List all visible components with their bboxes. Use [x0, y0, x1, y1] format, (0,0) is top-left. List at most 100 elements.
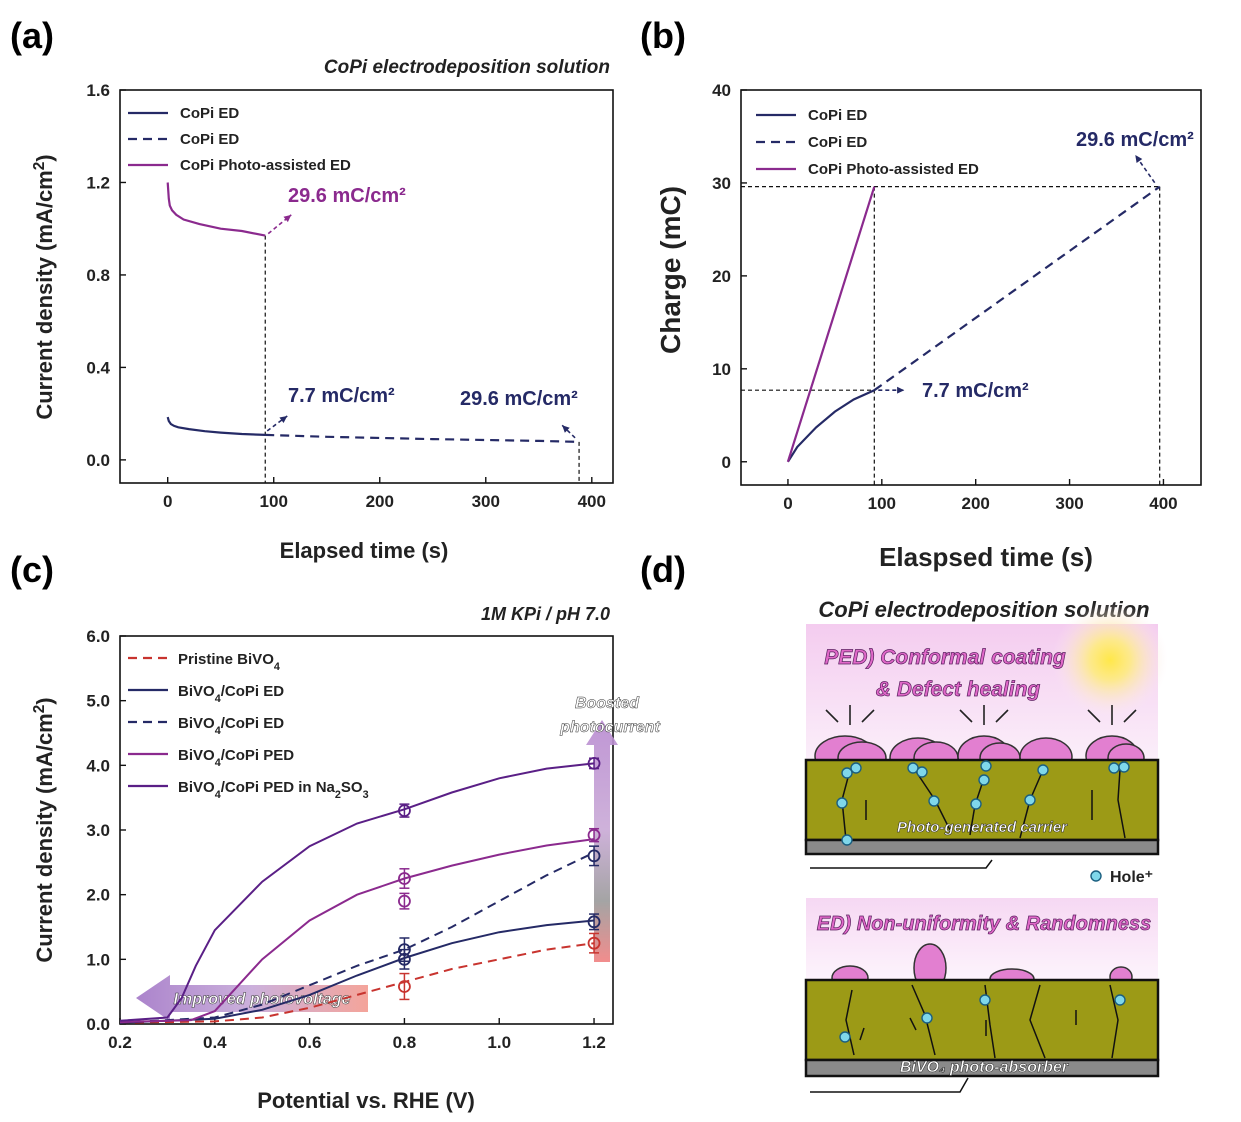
improved-photovoltage-arrow	[136, 975, 368, 1021]
data-marker	[398, 872, 411, 885]
holes-top	[836, 760, 1130, 846]
data-marker	[587, 849, 601, 863]
series-line	[166, 182, 266, 237]
series-line	[786, 389, 875, 463]
y-tick-label: 0.0	[86, 1015, 110, 1034]
y-tick-label: 5.0	[86, 692, 110, 711]
annotation-text: 29.6 mC/cm²	[460, 388, 578, 410]
y-tick-label: 40	[712, 81, 731, 100]
boosted-photocurrent-arrow	[586, 720, 618, 962]
chart-b: 0 100 200 300 400 0 10 20 30 40 Elaspsed time (s) C…	[655, 81, 1202, 572]
legend-label: BiVO4/CoPi PED	[178, 747, 294, 769]
y-tick-label: 6.0	[86, 627, 110, 646]
chart-c-title: 1M KPi / pH 7.0	[481, 604, 610, 624]
y-tick-label: 4.0	[86, 756, 110, 775]
x-tick-label: 0	[163, 492, 172, 511]
annotation-text: 7.7 mC/cm²	[288, 385, 395, 407]
data-marker	[587, 936, 601, 950]
panel-label-d: (d)	[640, 549, 686, 590]
legend-label: BiVO4/CoPi ED	[178, 715, 284, 737]
legend-label: CoPi Photo-assisted ED	[180, 157, 351, 174]
y-tick-label: 1.2	[86, 173, 110, 192]
ed-background	[806, 898, 1158, 980]
x-axis-title: Elaspsed time (s)	[879, 542, 1093, 572]
y-tick-label: 3.0	[86, 821, 110, 840]
x-tick-label: 1.0	[487, 1033, 511, 1052]
x-tick-label: 400	[578, 492, 606, 511]
x-tick-label: 100	[868, 494, 896, 513]
data-marker	[398, 804, 411, 817]
carrier-label: Photo-generated carrier	[897, 819, 1068, 836]
panel-label-b: (b)	[640, 15, 686, 56]
series-line	[873, 185, 1161, 392]
substrate-bottom	[804, 1058, 1160, 1078]
x-tick-label: 0.8	[393, 1033, 417, 1052]
chart-a: 0 100 200 300 400 0.0 0.4 0.8 1.2 1.6 CoPi electro…	[31, 57, 614, 563]
legend-label: CoPi ED	[808, 107, 867, 124]
y-tick-label: 10	[712, 360, 731, 379]
data-marker	[587, 828, 601, 842]
annotation-arrowhead	[897, 386, 905, 394]
photocurrent-label: photocurrent	[559, 719, 660, 736]
x-tick-label: 0.4	[203, 1033, 227, 1052]
chart-a-title: CoPi electrodeposition solution	[324, 57, 610, 78]
series-line	[265, 433, 580, 443]
leader-line-bottom	[810, 1077, 969, 1093]
schematic-d: CoPi electrodeposition solution PED) Con…	[804, 597, 1168, 1093]
series-line	[786, 186, 876, 463]
boosted-label: Boosted	[575, 695, 640, 712]
plot-frame	[740, 89, 1202, 486]
data-marker	[587, 756, 601, 770]
legend-label: BiVO4/CoPi ED	[178, 683, 284, 705]
y-tick-label: 0.0	[86, 451, 110, 470]
x-tick-label: 0.2	[108, 1033, 132, 1052]
series-line	[166, 416, 266, 436]
annotation-arrowhead	[1135, 155, 1143, 163]
data-marker	[398, 980, 411, 993]
bivo4-layer-bottom	[804, 978, 1160, 1062]
series-line	[119, 838, 595, 1024]
annotation-arrowhead	[279, 415, 288, 424]
leader-line-top	[810, 859, 993, 869]
y-tick-label: 30	[712, 174, 731, 193]
y-axis-title: Current density (mA/cm2)	[31, 154, 58, 419]
annotation-text: 7.7 mC/cm²	[922, 380, 1029, 402]
y-tick-label: 1.0	[86, 950, 110, 969]
legend-label: CoPi ED	[180, 105, 239, 122]
y-tick-label: 2.0	[86, 886, 110, 905]
data-marker	[587, 915, 601, 929]
panel-label-c: (c)	[10, 549, 54, 590]
hole-legend-label: Hole⁺	[1110, 869, 1153, 886]
y-tick-label: 0	[722, 453, 731, 472]
series-line	[119, 919, 595, 1024]
annotation-text: 29.6 mC/cm²	[288, 185, 406, 207]
ped-label-line2: & Defect healing	[876, 678, 1041, 701]
holes-bottom	[839, 994, 1126, 1043]
legend-label: Pristine BiVO4	[178, 651, 280, 673]
y-tick-label: 1.6	[86, 81, 110, 100]
ed-label: ED) Non-uniformity & Randomness	[817, 913, 1151, 935]
legend-label: CoPi ED	[180, 131, 239, 148]
absorber-label: BiVO₄ photo-absorber	[900, 1059, 1069, 1076]
y-tick-label: 0.4	[86, 358, 110, 377]
x-tick-label: 1.2	[582, 1033, 606, 1052]
data-marker	[398, 952, 411, 966]
y-axis-title: Current density (mA/cm2)	[31, 697, 58, 962]
y-tick-label: 20	[712, 267, 731, 286]
x-tick-label: 300	[472, 492, 500, 511]
legend-label: CoPi Photo-assisted ED	[808, 161, 979, 178]
sun-icon	[1052, 602, 1168, 718]
ped-label-line1: PED) Conformal coating	[824, 646, 1066, 669]
plot-frame	[119, 89, 614, 484]
legend-label: BiVO4/CoPi PED in Na2SO3	[178, 779, 369, 801]
annotation-arrowhead	[562, 425, 570, 433]
x-tick-label: 0	[783, 494, 792, 513]
chart-c: 0.2 0.4 0.6 0.8 1.0 1.2 0.0 1.0 2.0 3.0 4.0 5.0 6.0 1…	[31, 604, 661, 1113]
substrate-top	[804, 838, 1160, 856]
series-line	[119, 762, 595, 1022]
y-axis-title: Charge (mC)	[655, 186, 686, 354]
hole-legend-icon	[1090, 870, 1102, 882]
annotation-arrowhead	[283, 214, 292, 223]
y-tick-label: 0.8	[86, 266, 110, 285]
